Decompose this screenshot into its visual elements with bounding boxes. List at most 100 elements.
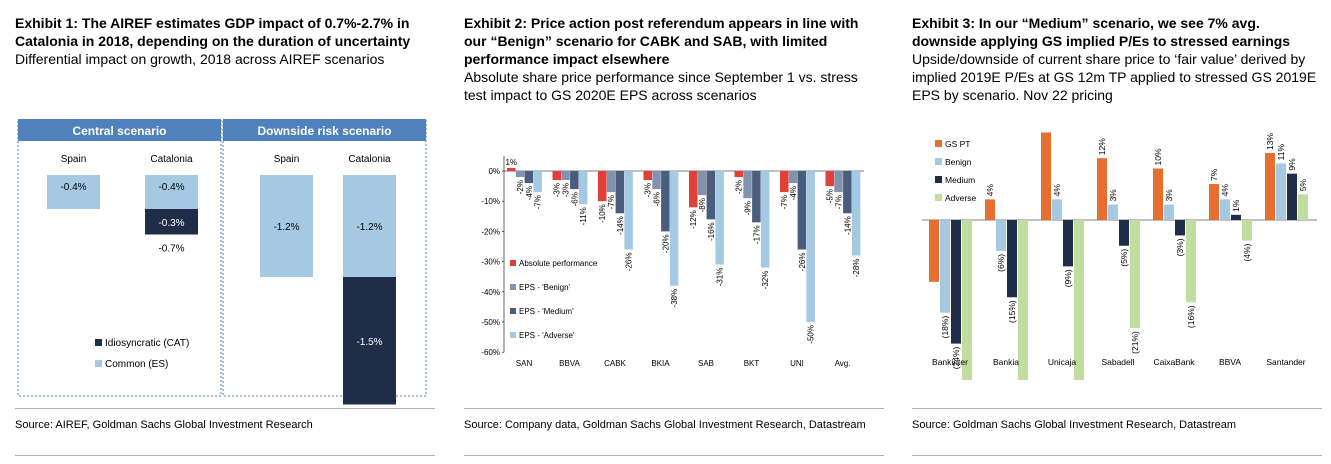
y-tick-label: -50%	[481, 318, 500, 327]
data-label: 7%	[1209, 168, 1219, 181]
bar-medium-unicaja	[1063, 220, 1073, 267]
bar-eps-adverse-bbva	[578, 171, 588, 205]
bar-absolute-performance-cabk	[598, 171, 607, 202]
data-label: (24%)	[951, 346, 961, 369]
data-label: -28%	[852, 259, 861, 278]
category-label-spain: Spain	[274, 154, 300, 165]
bar-gs-pt-santander	[1265, 153, 1275, 220]
legend-swatch-idiosyncratic-cat	[95, 339, 102, 346]
exhibit-3-title: Exhibit 3: In our “Medium” scenario, we …	[912, 15, 1291, 49]
bar-adverse-bbva	[1242, 220, 1252, 241]
bar-benign-bankia	[996, 220, 1006, 251]
bar-absolute-performance-sab	[689, 171, 698, 208]
data-label: 1%	[505, 158, 517, 167]
bar-benign-bbva	[1220, 199, 1230, 220]
bar-eps-benign-san	[515, 171, 525, 178]
legend-swatch-absolute-performance	[510, 260, 516, 266]
data-label: -50%	[807, 325, 816, 344]
bar-common	[47, 175, 100, 209]
idiosyncratic-value-label: -1.5%	[356, 337, 382, 348]
bar-eps-adverse-avg	[851, 171, 861, 256]
y-tick-label: -10%	[481, 197, 500, 206]
bar-medium-bankia	[1007, 220, 1017, 298]
idiosyncratic-value-label: -0.3%	[158, 218, 184, 229]
legend-label-adverse: Adverse	[945, 193, 976, 203]
data-label: (15%)	[1007, 300, 1017, 323]
category-label-bbva: BBVA	[1219, 357, 1241, 367]
category-label-santander: Santander	[1266, 357, 1305, 367]
category-label-catalonia: Catalonia	[348, 154, 391, 165]
bar-common	[343, 175, 396, 277]
bar-eps-adverse-bkt	[760, 171, 770, 268]
data-label: -8%	[698, 198, 707, 212]
bar-adverse-unicaja	[1074, 220, 1084, 380]
bar-benign-santander	[1276, 163, 1286, 220]
bar-eps-benign-bkt	[743, 171, 752, 199]
bar-medium-bbva	[1231, 214, 1241, 220]
bar-eps-benign-avg	[834, 171, 843, 193]
data-label: -26%	[798, 253, 807, 272]
exhibit-2-source: Source: Company data, Goldman Sachs Glob…	[464, 419, 866, 431]
scenario-header-downside-risk-scenario: Downside risk scenario	[257, 124, 391, 138]
bar-eps-medium-bkt	[752, 171, 761, 223]
data-label: 10%	[1153, 148, 1163, 165]
bar-adverse-bankinter	[962, 220, 972, 380]
category-label-catalonia: Catalonia	[150, 154, 193, 165]
exhibit-2: Exhibit 2: Price action post referendum …	[464, 0, 884, 464]
bar-benign-unicaja	[1052, 199, 1062, 220]
legend-label-eps-adverse: EPS - 'Adverse'	[519, 331, 575, 340]
exhibit-2-header: Exhibit 2: Price action post referendum …	[464, 14, 884, 104]
bar-eps-adverse-sab	[715, 171, 724, 265]
data-label: (16%)	[1186, 305, 1196, 328]
data-label: 11%	[1276, 144, 1286, 161]
bar-common	[260, 175, 313, 277]
bar-eps-adverse-bkia	[669, 171, 679, 286]
category-label-bankinter: Bankinter	[932, 357, 968, 367]
bar-gs-pt-caixabank	[1153, 168, 1163, 220]
exhibit-3: Exhibit 3: In our “Medium” scenario, we …	[912, 0, 1322, 464]
common-value-label: -1.2%	[356, 222, 382, 233]
bar-eps-medium-san	[524, 171, 534, 184]
data-label: 12%	[1097, 138, 1107, 155]
bar-adverse-caixabank	[1186, 220, 1196, 303]
data-label: -3%	[553, 183, 562, 197]
data-label: -3%	[644, 183, 653, 197]
bar-absolute-performance-bkt	[734, 171, 743, 178]
exhibit-3-subtitle: Upside/downside of current share price t…	[912, 51, 1317, 103]
exhibit-1-chart: Central scenario Spain Catalonia Downside r…	[17, 119, 427, 414]
bar-eps-benign-bkia	[652, 171, 661, 190]
bar-eps-medium-bbva	[570, 171, 579, 190]
y-tick-label: -40%	[481, 288, 500, 297]
bar-adverse-sabadell	[1130, 220, 1140, 329]
bar-gs-pt-sabadell	[1097, 158, 1107, 220]
data-label: -31%	[716, 268, 725, 287]
scenario-header-bg-1	[223, 119, 426, 141]
category-label-spain: Spain	[61, 154, 87, 165]
legend-swatch-eps-benign	[510, 284, 516, 290]
data-label: (18%)	[940, 316, 950, 339]
bar-medium-santander	[1287, 173, 1297, 220]
data-label: 5%	[1298, 179, 1308, 192]
bar-eps-adverse-uni	[806, 171, 815, 322]
bar-gs-pt-bankinter	[929, 220, 939, 282]
scenario-header-central-scenario: Central scenario	[72, 124, 166, 138]
common-value-label: -1.2%	[273, 222, 299, 233]
data-label: -14%	[843, 216, 852, 235]
y-tick-label: -60%	[481, 348, 500, 357]
data-label: -16%	[707, 222, 716, 241]
data-label: 4%	[1052, 184, 1062, 197]
legend-swatch-adverse	[935, 194, 942, 201]
exhibit-3-rule	[912, 408, 1322, 409]
category-label-uni: UNI	[790, 359, 804, 368]
exhibit-3-source: Source: Goldman Sachs Global Investment …	[912, 419, 1237, 431]
legend-swatch-medium	[935, 176, 942, 183]
exhibit-1-title: Exhibit 1: The AIREF estimates GDP impac…	[15, 15, 411, 49]
total-value-label: -0.7%	[158, 244, 184, 255]
data-label: -10%	[598, 204, 607, 223]
data-label: (6%)	[996, 254, 1006, 272]
exhibit-2-title: Exhibit 2: Price action post referendum …	[464, 15, 859, 67]
data-label: (4%)	[1242, 243, 1252, 261]
data-label: -6%	[653, 192, 662, 206]
data-label: -2%	[516, 180, 525, 194]
bar-idiosyncratic	[343, 277, 396, 405]
